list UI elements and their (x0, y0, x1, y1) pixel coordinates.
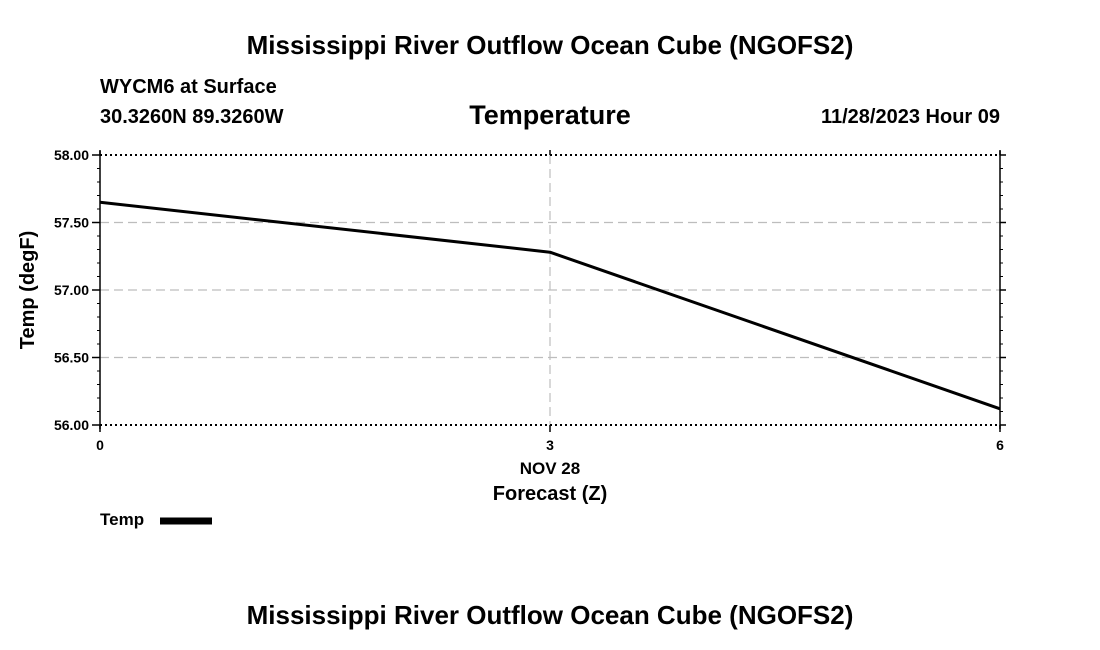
x-axis-title: Forecast (Z) (493, 483, 607, 505)
grid-layer (100, 155, 1000, 425)
labels-layer: NOV 28 Forecast (Z) Temp (degF) 56.00 56.… (17, 147, 1004, 505)
y-axis-title: Temp (degF) (17, 231, 39, 350)
x-date-label: NOV 28 (520, 459, 580, 478)
y-tick-label: 56.00 (54, 417, 89, 433)
y-tick-label: 56.50 (54, 350, 89, 366)
datetime-label: 11/28/2023 Hour 09 (820, 106, 1000, 128)
x-tick-label: 0 (96, 437, 104, 453)
y-tick-label: 58.00 (54, 147, 89, 163)
x-tick-label: 6 (996, 437, 1004, 453)
axes-layer (92, 150, 1006, 432)
legend: Temp (100, 510, 212, 529)
y-tick-label: 57.00 (54, 282, 89, 298)
x-tick-label: 3 (546, 437, 554, 453)
coordinates-label: 30.3260N 89.3260W (100, 106, 284, 128)
station-label: WYCM6 at Surface (100, 76, 277, 98)
legend-label-temp: Temp (100, 510, 144, 529)
panel-title: Temperature (469, 100, 631, 130)
chart-main-title: Mississippi River Outflow Ocean Cube (NG… (246, 30, 854, 60)
series-layer (99, 200, 1001, 411)
y-tick-label: 57.50 (54, 215, 89, 231)
series-line-temp (99, 200, 1001, 411)
footer-title: Mississippi River Outflow Ocean Cube (NG… (246, 600, 854, 630)
